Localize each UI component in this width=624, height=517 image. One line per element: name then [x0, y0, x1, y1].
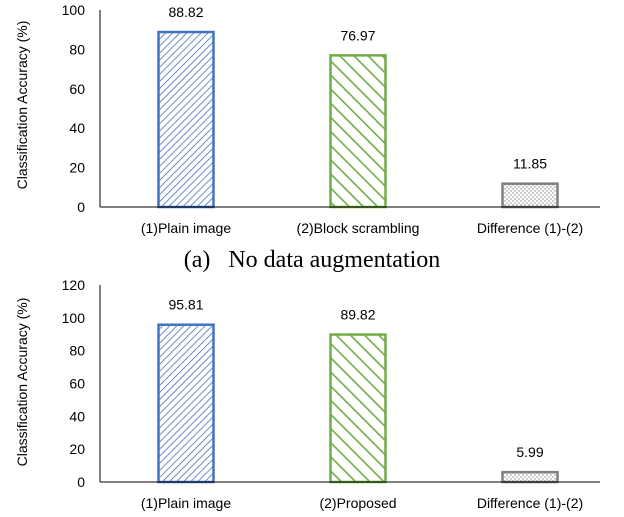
y-axis-title: Classification Accuracy (%): [14, 298, 30, 467]
data-label: 95.81: [168, 297, 203, 313]
bars: [157, 323, 559, 484]
data-label: 88.82: [168, 4, 203, 20]
data-label: 76.97: [340, 27, 375, 43]
y-tick-label: 40: [69, 120, 85, 136]
chart-proposed: Classification Accuracy (%) 0 20 40 60 80 100…: [14, 277, 600, 511]
y-tick-label: 60: [69, 81, 85, 97]
y-tick-label: 120: [62, 277, 86, 293]
bar: [157, 323, 215, 484]
data-label: 11.85: [513, 156, 547, 172]
bar: [329, 333, 387, 484]
y-tick-label: 100: [62, 2, 86, 18]
category-label: (1)Plain image: [141, 495, 231, 511]
y-tick-label: 20: [69, 160, 85, 176]
y-tick-labels: 0 20 40 60 80 100 120: [62, 277, 86, 490]
category-label: Difference (1)-(2): [477, 220, 583, 236]
category-label: (2)Proposed: [319, 495, 396, 511]
y-tick-label: 60: [69, 376, 85, 392]
category-labels: (1)Plain image (2)Proposed Difference (1)-…: [141, 495, 583, 511]
y-axis-title: Classification Accuracy (%): [14, 21, 30, 190]
data-labels: 88.82 76.97 11.85: [168, 4, 547, 172]
category-label: (2)Block scrambling: [297, 220, 420, 236]
y-tick-label: 80: [69, 41, 85, 57]
bar: [157, 30, 215, 209]
category-label: (1)Plain image: [141, 220, 231, 236]
y-tick-labels: 0 20 40 60 80 100: [62, 2, 86, 215]
data-label: 5.99: [516, 444, 543, 460]
y-tick-label: 20: [69, 441, 85, 457]
bar: [501, 182, 559, 209]
chart-no-augmentation: Classification Accuracy (%) 0 20 40 60 80 100…: [14, 2, 600, 273]
data-label: 89.82: [340, 307, 375, 323]
y-tick-label: 0: [77, 199, 85, 215]
category-labels: (1)Plain image (2)Block scrambling Differe…: [141, 220, 583, 236]
y-tick-label: 0: [77, 474, 85, 490]
y-tick-label: 100: [62, 310, 86, 326]
y-tick-label: 40: [69, 408, 85, 424]
y-tick-label: 80: [69, 343, 85, 359]
caption: (a) No data augmentation: [184, 247, 441, 273]
bar: [501, 470, 559, 484]
bars: [157, 30, 559, 209]
category-label: Difference (1)-(2): [477, 495, 583, 511]
bar: [329, 54, 387, 209]
data-labels: 95.81 89.82 5.99: [168, 297, 543, 460]
